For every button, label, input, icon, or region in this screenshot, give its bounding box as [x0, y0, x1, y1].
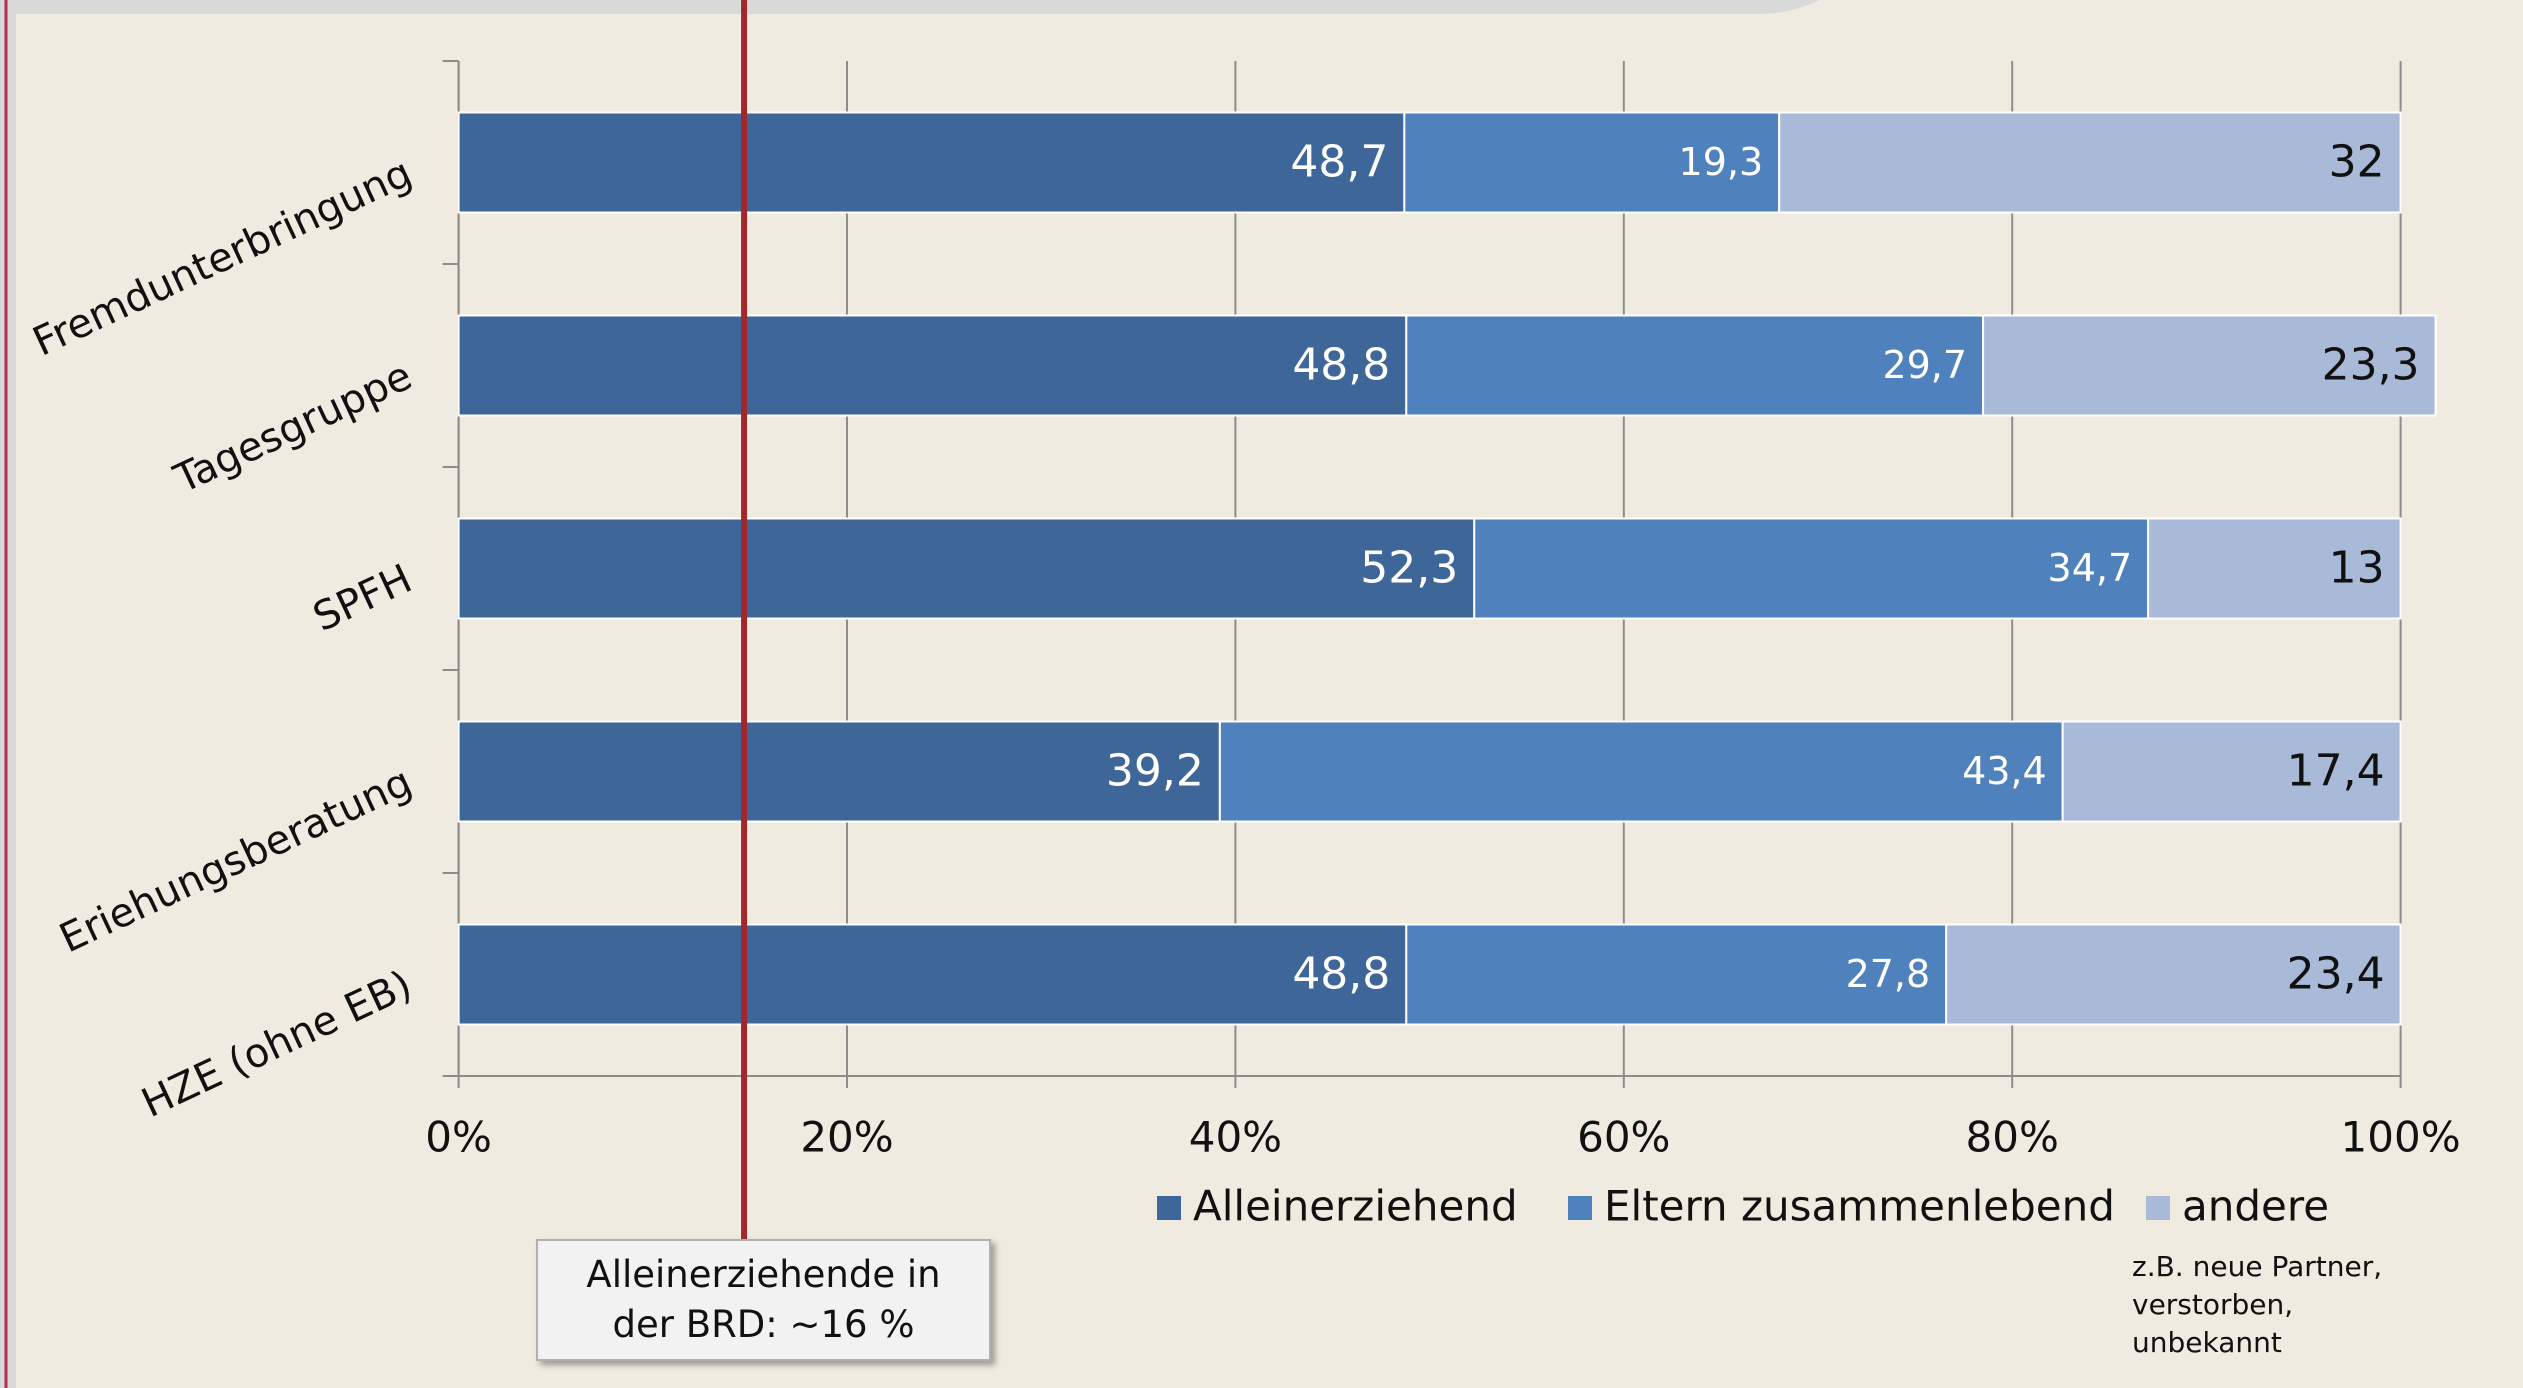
- x-tick-label: 60%: [1577, 1113, 1670, 1162]
- value-label: 43,4: [1962, 749, 2047, 793]
- bar-segment: [457, 923, 1408, 1026]
- value-label: 39,2: [1106, 746, 1204, 797]
- legend-label: Eltern zusammenlebend: [1604, 1182, 2115, 1231]
- bar-segment: [1778, 111, 2402, 214]
- legend-label: andere: [2182, 1182, 2329, 1231]
- x-tick-label: 80%: [1966, 1113, 2059, 1162]
- value-label: 13: [2329, 543, 2385, 594]
- bar-segment: [457, 720, 1221, 823]
- bar-segment: [1945, 923, 2402, 1026]
- value-label: 52,3: [1360, 543, 1458, 594]
- legend-note: z.B. neue Partner, verstorben, unbekannt: [2132, 1250, 2383, 1359]
- legend-label: Alleinerziehend: [1193, 1182, 1518, 1231]
- annotation: Alleinerziehende in der BRD: ~16 %: [536, 1239, 991, 1361]
- value-label: 17,4: [2287, 746, 2385, 797]
- bar-segment: [457, 517, 1476, 620]
- value-label: 23,4: [2287, 949, 2385, 1000]
- bar-segment: [1218, 720, 2064, 823]
- legend-swatch: [1157, 1196, 1181, 1220]
- bar-segment: [1982, 314, 2437, 417]
- bar-segment: [2061, 720, 2402, 823]
- x-tick-label: 20%: [800, 1113, 893, 1162]
- value-label: 34,7: [2048, 546, 2133, 590]
- value-label: 27,8: [1846, 952, 1931, 996]
- value-label: 48,8: [1292, 340, 1390, 391]
- value-label: 32: [2329, 137, 2385, 188]
- value-label: 23,3: [2322, 340, 2420, 391]
- value-label: 19,3: [1679, 140, 1764, 184]
- bar-segment: [457, 111, 1406, 214]
- legend-swatch: [2146, 1196, 2170, 1220]
- value-label: 48,8: [1292, 949, 1390, 1000]
- x-tick-label: 100%: [2341, 1113, 2461, 1162]
- bar-segment: [457, 314, 1408, 417]
- x-tick-label: 0%: [425, 1113, 492, 1162]
- bar-segment: [2147, 517, 2402, 620]
- legend-swatch: [1568, 1196, 1592, 1220]
- value-label: 48,7: [1290, 137, 1388, 188]
- bar-segment: [1405, 923, 1948, 1026]
- x-tick-label: 40%: [1189, 1113, 1282, 1162]
- value-label: 29,7: [1882, 343, 1967, 387]
